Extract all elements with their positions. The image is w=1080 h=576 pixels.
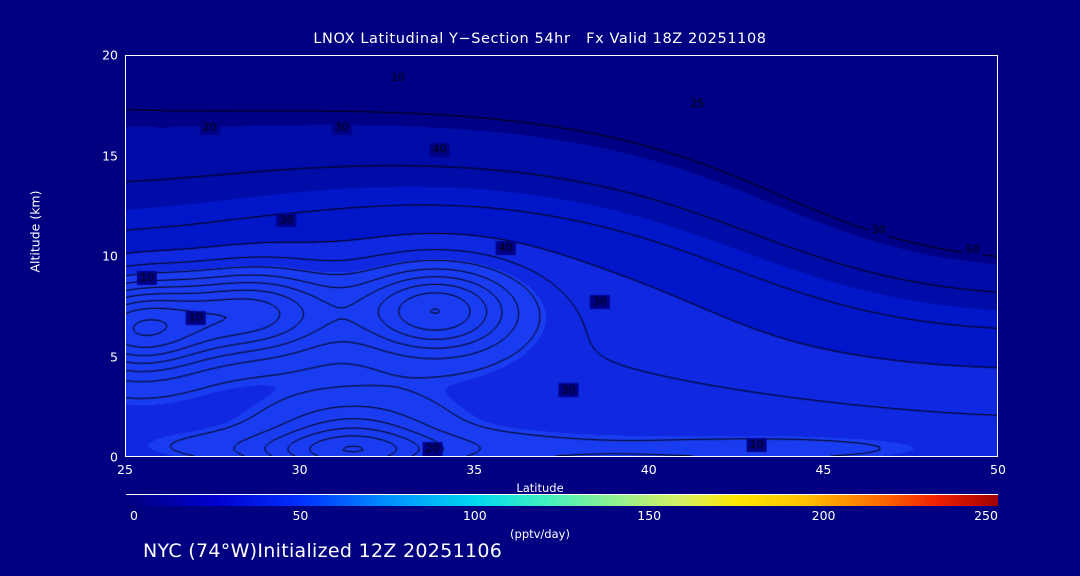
y-axis-title: Altitude (km) — [27, 190, 43, 273]
colorbar-tick-label: 50 — [292, 508, 309, 523]
x-tick-label: 35 — [466, 462, 483, 477]
y-tick-label: 10 — [102, 248, 118, 264]
colorbar-tick-label: 250 — [974, 508, 998, 523]
plot-area — [125, 55, 998, 457]
x-axis-title: Latitude — [516, 481, 564, 495]
x-tick-label: 25 — [117, 462, 133, 477]
x-tick-label: 45 — [815, 462, 832, 477]
figure-title: LNOX Latitudinal Y−Section 54hr Fx Valid… — [313, 31, 767, 47]
colorbar-tick-label: 150 — [637, 508, 662, 523]
x-tick-label: 50 — [990, 462, 1006, 477]
contour-plot-canvas — [126, 56, 997, 456]
y-axis-ticks: 0 5 10 15 20 — [82, 48, 118, 465]
y-tick-label: 5 — [110, 349, 118, 364]
figure-footer: NYC (74°W)Initialized 12Z 20251106 — [143, 540, 503, 562]
colorbar-tick-label: 100 — [462, 508, 487, 523]
colorbar-units-label: (pptv/day) — [510, 527, 570, 541]
colorbar-ticks: 0 50 100 150 200 250 — [0, 508, 1080, 526]
colorbar-tick-label: 200 — [811, 508, 836, 523]
colorbar-tick-label: 0 — [130, 508, 138, 523]
x-tick-label: 40 — [640, 462, 657, 477]
x-tick-label: 30 — [291, 462, 308, 477]
y-tick-label: 0 — [110, 449, 118, 465]
y-tick-label: 15 — [102, 148, 118, 163]
colorbar-gradient — [126, 494, 998, 506]
x-axis-ticks: 25 30 35 40 45 50 — [0, 462, 1080, 480]
colorbar — [126, 494, 998, 506]
y-tick-label: 20 — [102, 47, 118, 63]
